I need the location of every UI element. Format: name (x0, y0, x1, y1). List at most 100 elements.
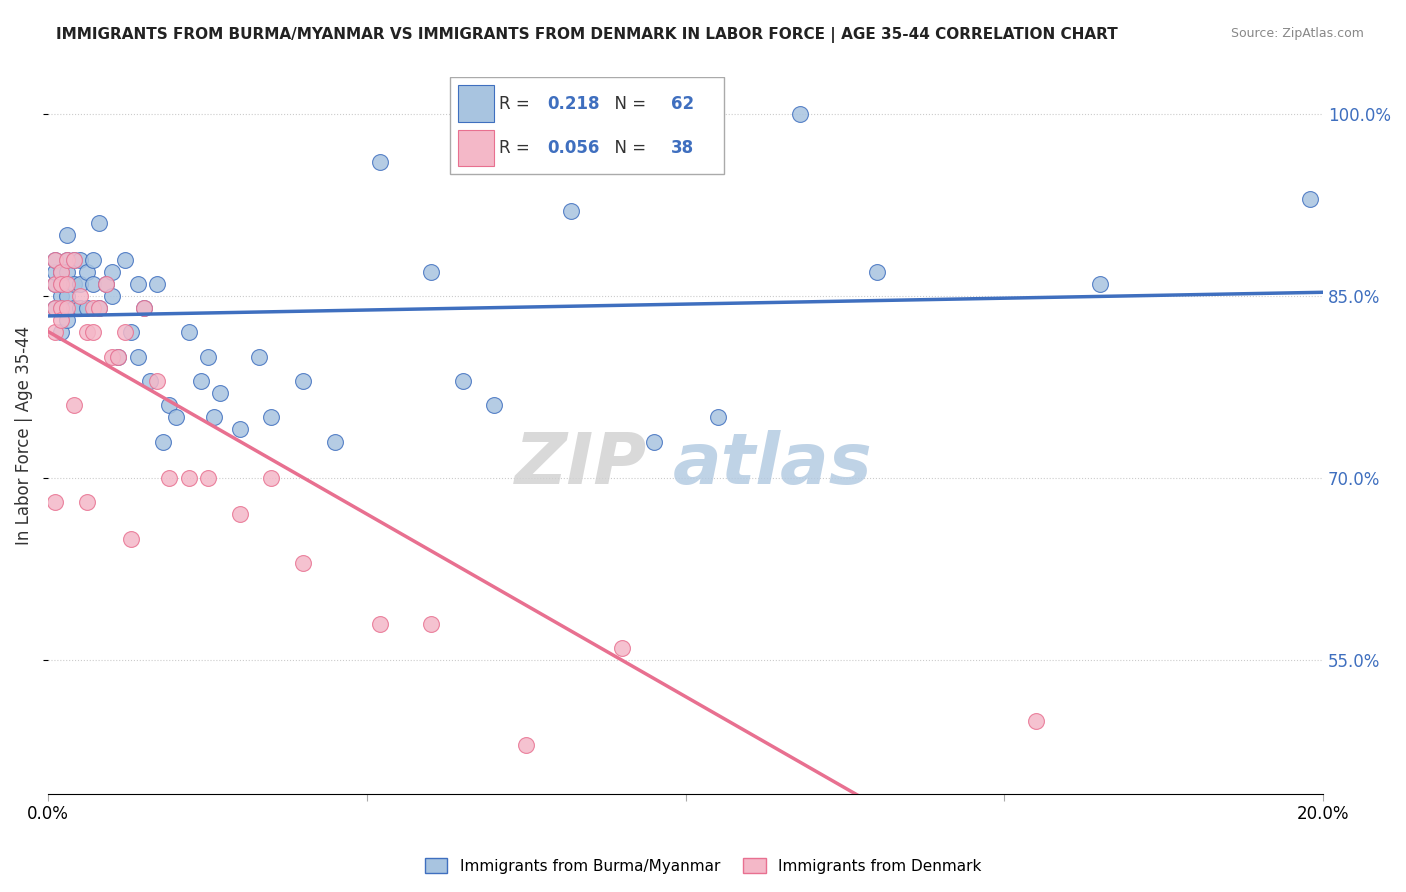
Point (44, 252, 66, 267)
Point (190, 374, 212, 388)
Point (643, 434, 665, 449)
Point (157, 471, 180, 485)
Point (292, 556, 315, 570)
Point (44, 277, 66, 291)
Point (94, 277, 117, 291)
Point (132, 301, 155, 315)
Point (44, 495, 66, 509)
Point (44, 252, 66, 267)
Point (76, 495, 98, 509)
Point (145, 374, 167, 388)
Point (101, 289, 124, 303)
Point (49, 301, 72, 315)
Point (107, 350, 129, 364)
Point (56, 228, 79, 243)
Point (76, 265, 98, 279)
Point (49, 277, 72, 291)
Point (1299, 192, 1322, 206)
Point (44, 265, 66, 279)
Y-axis label: In Labor Force | Age 35-44: In Labor Force | Age 35-44 (15, 326, 32, 545)
Point (62, 252, 84, 267)
Point (120, 326, 142, 340)
Point (202, 410, 225, 425)
Text: IMMIGRANTS FROM BURMA/MYANMAR VS IMMIGRANTS FROM DENMARK IN LABOR FORCE | AGE 35: IMMIGRANTS FROM BURMA/MYANMAR VS IMMIGRA… (56, 27, 1118, 43)
Point (101, 350, 124, 364)
Point (107, 350, 129, 364)
Point (56, 252, 79, 267)
Point (228, 422, 250, 436)
Point (44, 301, 66, 315)
Point (866, 265, 889, 279)
Text: N =: N = (603, 139, 651, 157)
Point (49, 277, 72, 291)
Point (62, 277, 84, 291)
Text: 62: 62 (671, 95, 695, 112)
Point (515, 738, 537, 752)
Point (69, 252, 91, 267)
Text: N =: N = (603, 95, 651, 112)
Point (177, 326, 200, 340)
Point (69, 301, 91, 315)
Point (197, 471, 219, 485)
Point (247, 350, 270, 364)
Text: ZIP: ZIP (515, 430, 647, 499)
Point (62, 301, 84, 315)
Point (101, 265, 124, 279)
Text: 0.218: 0.218 (548, 95, 600, 112)
Point (82, 326, 104, 340)
Point (197, 350, 219, 364)
Text: Source: ZipAtlas.com: Source: ZipAtlas.com (1230, 27, 1364, 40)
Point (1025, 714, 1047, 728)
Point (49, 265, 72, 279)
Point (44, 277, 66, 291)
Point (789, 107, 811, 121)
Point (82, 252, 104, 267)
Point (49, 289, 72, 303)
Point (323, 434, 346, 449)
Point (368, 155, 391, 169)
Point (165, 410, 187, 425)
Text: atlas: atlas (673, 430, 873, 499)
Point (127, 277, 149, 291)
Text: R =: R = (499, 139, 536, 157)
Point (1088, 277, 1111, 291)
Point (76, 326, 98, 340)
Point (260, 410, 283, 425)
Point (419, 616, 441, 631)
Point (127, 350, 149, 364)
Point (49, 265, 72, 279)
Point (209, 386, 232, 401)
Point (139, 374, 162, 388)
Point (69, 277, 91, 291)
Point (120, 532, 142, 546)
Point (49, 301, 72, 315)
Point (56, 289, 79, 303)
Point (69, 289, 91, 303)
Point (89, 301, 111, 315)
Point (368, 616, 391, 631)
Point (228, 508, 250, 522)
Bar (458, 85, 494, 122)
Point (89, 216, 111, 230)
Point (560, 204, 582, 219)
Point (76, 301, 98, 315)
Point (706, 410, 728, 425)
Point (451, 374, 474, 388)
Bar (458, 129, 494, 167)
Point (157, 398, 180, 412)
Text: 38: 38 (671, 139, 695, 157)
Point (56, 252, 79, 267)
Point (177, 471, 200, 485)
Point (419, 265, 441, 279)
Point (62, 252, 84, 267)
Point (152, 434, 174, 449)
Legend: Immigrants from Burma/Myanmar, Immigrants from Denmark: Immigrants from Burma/Myanmar, Immigrant… (419, 852, 987, 880)
Point (49, 313, 72, 327)
Point (82, 277, 104, 291)
Point (145, 277, 167, 291)
Point (610, 640, 633, 655)
Point (56, 313, 79, 327)
Point (62, 398, 84, 412)
Point (89, 301, 111, 315)
Point (56, 265, 79, 279)
